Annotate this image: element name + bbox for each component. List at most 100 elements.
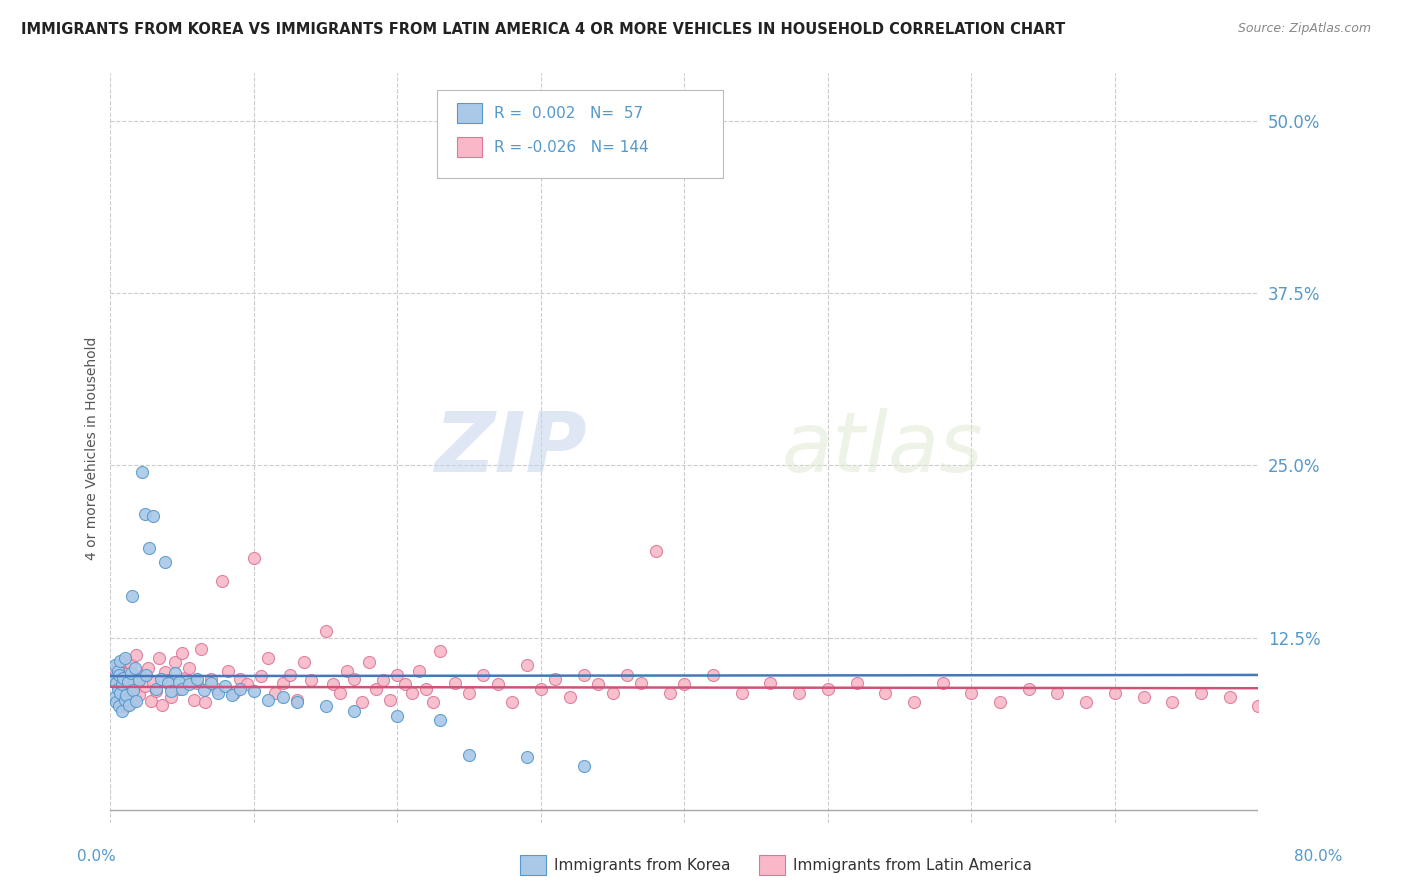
Point — [211, 574, 233, 588]
Point — [193, 682, 215, 697]
Point — [1018, 681, 1040, 696]
Point — [380, 692, 402, 706]
Point — [350, 695, 373, 709]
Point — [371, 673, 394, 688]
Point — [731, 686, 754, 700]
Point — [156, 673, 179, 688]
Point — [530, 681, 553, 696]
Point — [103, 672, 125, 686]
Point — [394, 677, 416, 691]
Point — [515, 750, 537, 764]
Point — [108, 667, 131, 681]
Point — [429, 713, 451, 727]
Text: IMMIGRANTS FROM KOREA VS IMMIGRANTS FROM LATIN AMERICA 4 OR MORE VEHICLES IN HOU: IMMIGRANTS FROM KOREA VS IMMIGRANTS FROM… — [21, 22, 1066, 37]
Point — [429, 644, 451, 658]
Point — [558, 690, 581, 704]
Point — [107, 664, 129, 678]
Point — [1247, 699, 1270, 714]
Point — [153, 665, 176, 679]
Text: 0.0%: 0.0% — [77, 849, 117, 863]
Point — [131, 669, 153, 683]
Point — [124, 661, 146, 675]
Point — [602, 686, 624, 700]
Point — [422, 695, 444, 709]
Point — [343, 672, 366, 686]
Point — [588, 677, 610, 691]
Point — [136, 661, 159, 675]
Point — [105, 676, 128, 690]
Point — [544, 672, 567, 686]
Point — [120, 666, 142, 681]
Point — [104, 690, 127, 704]
Text: Immigrants from Latin America: Immigrants from Latin America — [793, 858, 1032, 872]
Point — [1076, 695, 1098, 709]
Point — [179, 661, 201, 675]
Point — [257, 651, 280, 665]
Point — [285, 695, 308, 709]
Point — [1046, 686, 1069, 700]
Point — [131, 466, 153, 480]
Point — [186, 676, 208, 690]
Point — [572, 667, 595, 681]
Point — [515, 658, 537, 673]
Point — [112, 690, 135, 704]
Point — [118, 677, 141, 691]
Point — [315, 624, 337, 638]
Point — [112, 671, 135, 685]
Point — [988, 695, 1011, 709]
Point — [110, 654, 132, 668]
Point — [299, 673, 322, 688]
Point — [243, 550, 266, 565]
Point — [486, 677, 509, 691]
Point — [169, 681, 191, 696]
Point — [194, 695, 217, 709]
Point — [616, 667, 638, 681]
Point — [357, 656, 380, 670]
Point — [179, 677, 201, 691]
Point — [415, 681, 437, 696]
Point — [214, 679, 236, 693]
Point — [1189, 686, 1212, 700]
Point — [145, 684, 167, 698]
Point — [271, 690, 294, 704]
Point — [387, 709, 409, 723]
Point — [172, 681, 194, 696]
Point — [105, 695, 128, 709]
Point — [443, 676, 465, 690]
Point — [122, 682, 145, 697]
Text: 80.0%: 80.0% — [1295, 849, 1343, 863]
Point — [105, 676, 128, 690]
Point — [336, 664, 359, 678]
Point — [139, 694, 162, 708]
Point — [169, 674, 191, 689]
Point — [228, 672, 250, 686]
Point — [111, 672, 134, 686]
Text: atlas: atlas — [782, 408, 984, 489]
Point — [156, 676, 179, 690]
Point — [117, 666, 139, 681]
Point — [931, 676, 953, 690]
Point — [271, 676, 294, 690]
Point — [114, 654, 136, 668]
Point — [222, 686, 245, 700]
Point — [110, 664, 132, 678]
Point — [572, 758, 595, 772]
Point — [759, 676, 782, 690]
Point — [150, 698, 173, 712]
Point — [285, 692, 308, 706]
Point — [149, 672, 172, 686]
Point — [205, 681, 228, 696]
Point — [114, 692, 136, 706]
Point — [124, 682, 146, 697]
Point — [329, 686, 352, 700]
Text: R =  0.002   N=  57: R = 0.002 N= 57 — [494, 106, 643, 120]
Point — [292, 656, 315, 670]
Point — [134, 507, 156, 521]
Point — [501, 695, 523, 709]
Point — [142, 509, 165, 524]
Point — [401, 686, 423, 700]
Point — [174, 671, 197, 685]
Point — [1161, 695, 1184, 709]
Point — [387, 667, 409, 681]
Point — [472, 667, 495, 681]
